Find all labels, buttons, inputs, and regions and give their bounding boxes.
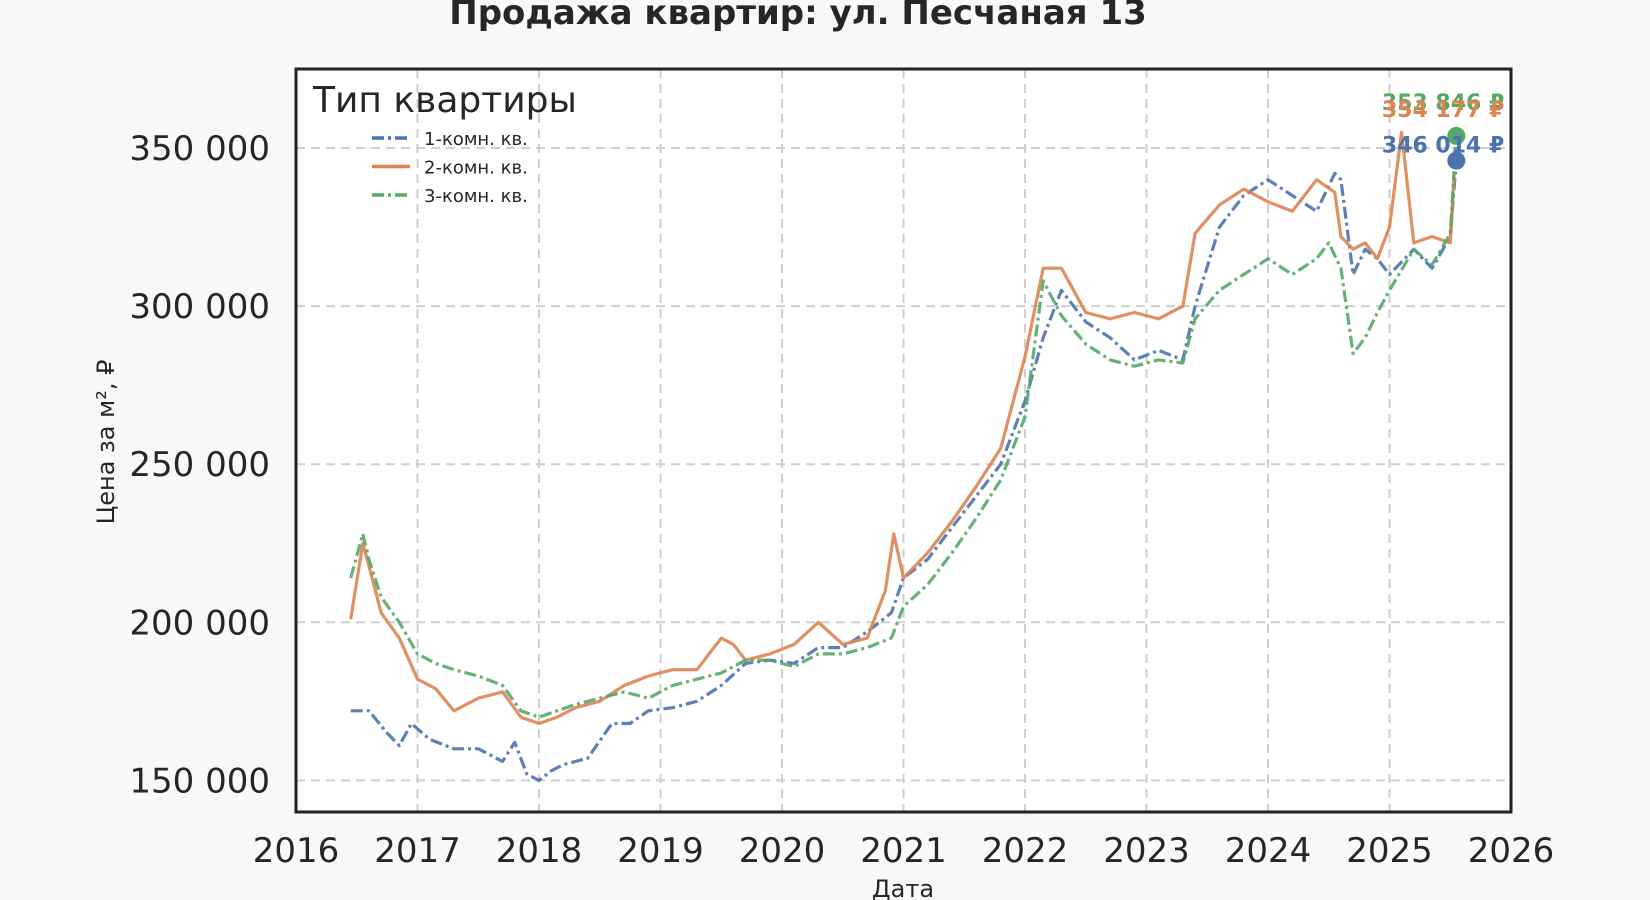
- end-markers: [1445, 124, 1468, 172]
- series-line-1: [350, 160, 1458, 783]
- x-tick-label: 2024: [1225, 831, 1312, 871]
- y-tick-label: 250 000: [129, 445, 270, 485]
- y-tick-label: 150 000: [129, 761, 270, 801]
- series-end-marker: [1445, 149, 1468, 172]
- x-tick-label: 2016: [253, 831, 340, 871]
- series-line-3: [349, 135, 1458, 719]
- y-tick-label: 300 000: [129, 287, 270, 327]
- series-lines: [349, 130, 1458, 783]
- end-value-label: 346 014 ₽: [1382, 134, 1504, 159]
- series-line-2: [349, 130, 1458, 726]
- x-tick-label: 2020: [739, 831, 826, 871]
- legend-label: 1-комн. кв.: [424, 129, 528, 150]
- plot-frame: [294, 67, 1513, 814]
- end-value-labels: 353 846 ₽354 177 ₽ 346 014 ₽: [1382, 91, 1504, 159]
- x-tick-label: 2021: [860, 831, 947, 871]
- legend-title: Тип квартиры: [312, 80, 577, 121]
- x-tick-label: 2019: [617, 831, 704, 871]
- legend-label: 2-комн. кв.: [424, 158, 528, 179]
- legend: Тип квартиры 1-комн. кв. 2-комн. кв. 3-ком…: [312, 80, 577, 207]
- legend-label: 3-комн. кв.: [424, 186, 528, 207]
- x-tick-label: 2017: [374, 831, 461, 871]
- x-tick-label: 2023: [1103, 831, 1190, 871]
- end-value-label: 354 177 ₽: [1382, 98, 1504, 123]
- chart-title: Продажа квартир: ул. Песчаная 13: [449, 0, 1147, 33]
- x-tick-label: 2026: [1468, 831, 1555, 871]
- y-axis-ticks: 150 000 200 000 250 000 300 000 350 000: [129, 129, 270, 801]
- y-axis-title: Цена за м², ₽: [92, 360, 120, 525]
- series-end-marker: [1445, 124, 1468, 147]
- y-tick-label: 350 000: [129, 129, 270, 169]
- x-axis-ticks: 2016 2017 2018 2019 2020 2021 2022 2023 2024 2025…: [253, 831, 1555, 871]
- end-value-label: 353 846 ₽: [1382, 91, 1504, 116]
- x-axis-title: Дата: [872, 875, 934, 900]
- x-tick-label: 2018: [496, 831, 583, 871]
- x-tick-label: 2022: [982, 831, 1069, 871]
- y-tick-label: 200 000: [129, 603, 270, 643]
- x-tick-label: 2025: [1346, 831, 1433, 871]
